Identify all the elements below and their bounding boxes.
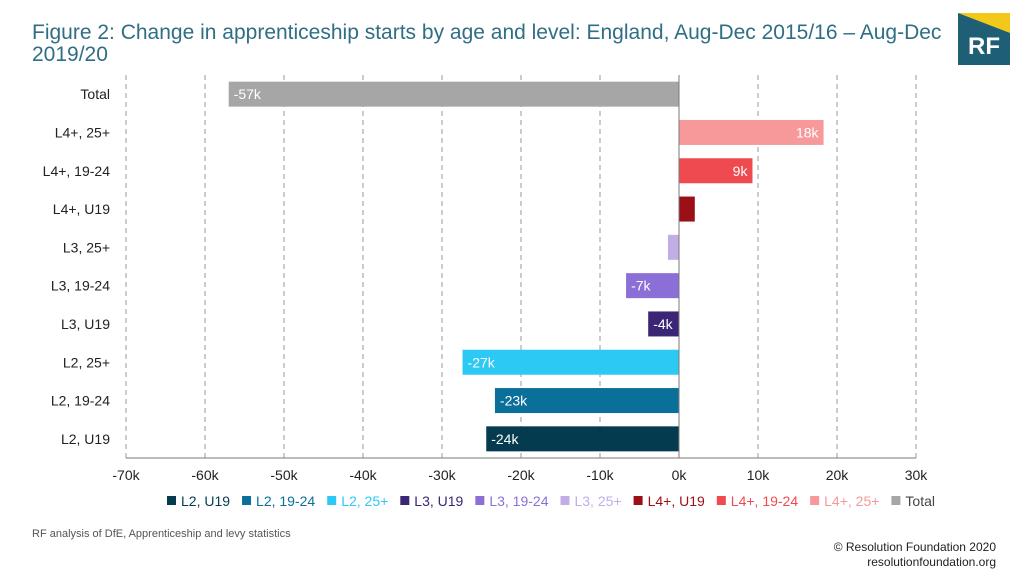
category-label: L4+, U19: [53, 201, 110, 217]
data-label: 18k: [796, 124, 820, 140]
bar: [486, 426, 679, 452]
bar: [667, 234, 679, 260]
legend-label: L2, 25+: [341, 493, 388, 509]
legend-swatch: [891, 496, 901, 505]
category-label: L3, 19-24: [51, 278, 110, 294]
data-label: -23k: [500, 393, 528, 409]
logo-text: RF: [968, 33, 1000, 60]
legend-swatch: [167, 496, 177, 505]
legend-swatch: [810, 496, 820, 505]
category-label: Total: [80, 86, 110, 102]
legend-label: L3, U19: [414, 493, 463, 509]
legend-swatch: [633, 496, 643, 505]
chart-title: Figure 2: Change in apprenticeship start…: [32, 21, 942, 66]
data-label: -27k: [468, 354, 496, 370]
bar: [494, 388, 679, 414]
category-label: L4+, 19-24: [43, 163, 111, 179]
legend-label: L3, 25+: [574, 493, 621, 509]
legend-label: L4+, U19: [648, 493, 705, 509]
category-label: L2, 19-24: [51, 393, 110, 409]
legend-swatch: [400, 496, 410, 505]
x-tick-label: -60k: [191, 467, 219, 483]
x-tick-label: -50k: [270, 467, 298, 483]
legend-swatch: [242, 496, 252, 505]
bar: [679, 196, 695, 222]
x-tick-label: 30k: [905, 467, 929, 483]
category-label: L2, 25+: [63, 354, 110, 370]
x-tick-label: 20k: [826, 467, 850, 483]
legend-label: L2, U19: [181, 493, 230, 509]
x-tick-label: -30k: [428, 467, 456, 483]
legend-swatch: [560, 496, 570, 505]
data-label: -57k: [234, 86, 262, 102]
bar: [679, 158, 753, 184]
bar: [648, 311, 679, 337]
website-text: resolutionfoundation.org: [867, 555, 996, 569]
source-note: RF analysis of DfE, Apprenticeship and l…: [32, 528, 291, 540]
x-tick-label: -20k: [507, 467, 535, 483]
category-label: L3, 25+: [63, 239, 110, 255]
x-tick-label: 0k: [672, 467, 688, 483]
bar: [462, 349, 679, 375]
legend-label: L2, 19-24: [256, 493, 315, 509]
data-label: -4k: [653, 316, 673, 332]
data-label: -7k: [631, 278, 651, 294]
legend-label: L4+, 25+: [824, 493, 879, 509]
resolution-foundation-logo: RF: [958, 13, 1010, 65]
category-label: L2, U19: [61, 431, 110, 447]
legend-label: L3, 19-24: [489, 493, 548, 509]
category-label: L4+, 25+: [55, 124, 110, 140]
x-tick-label: -70k: [112, 467, 140, 483]
legend-label: Total: [905, 493, 935, 509]
legend-swatch: [716, 496, 726, 505]
x-tick-label: -40k: [349, 467, 377, 483]
data-label: 9k: [733, 163, 749, 179]
legend-swatch: [475, 496, 485, 505]
bar: [679, 119, 824, 145]
bar: [626, 273, 679, 299]
copyright-text: © Resolution Foundation 2020: [833, 540, 996, 554]
legend-swatch: [327, 496, 337, 505]
category-label: L3, U19: [61, 316, 110, 332]
logo-yellow-triangle: [958, 13, 1010, 33]
copyright-block: © Resolution Foundation 2020 resolutionf…: [834, 540, 996, 570]
x-tick-label: 10k: [747, 467, 771, 483]
bar: [228, 81, 679, 107]
legend-label: L4+, 19-24: [731, 493, 799, 509]
data-label: -24k: [491, 431, 519, 447]
x-tick-label: -10k: [586, 467, 614, 483]
